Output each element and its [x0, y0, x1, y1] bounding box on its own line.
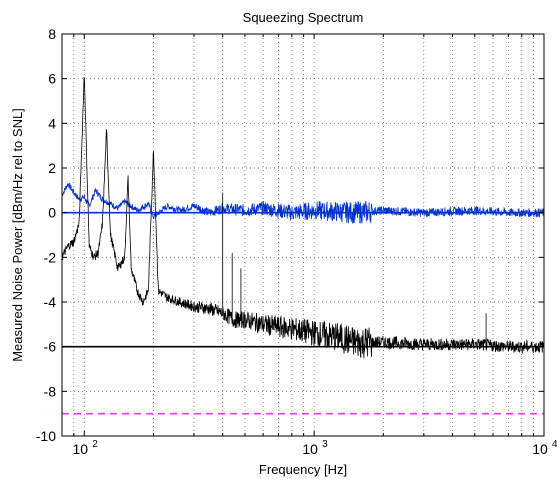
y-tick-label: 4: [48, 115, 56, 131]
x-tick-labels: 10 2 10 3 10 4: [72, 439, 557, 457]
y-tick-label: -4: [44, 294, 57, 310]
y-tick-label: 0: [48, 205, 56, 221]
y-tick-label: 2: [48, 160, 56, 176]
x-tick-exponent: 3: [322, 439, 328, 450]
x-tick-label: 10: [532, 441, 548, 457]
y-tick-label: -6: [44, 339, 57, 355]
x-tick-label: 10: [302, 441, 318, 457]
x-axis-label: Frequency [Hz]: [259, 462, 347, 477]
y-tick-label: -10: [36, 428, 56, 444]
x-tick-exponent: 4: [552, 439, 557, 450]
tick-marks: [61, 33, 545, 437]
y-tick-label: -8: [44, 383, 57, 399]
x-tick-exponent: 2: [92, 439, 98, 450]
plot-frame: [61, 33, 545, 437]
y-tick-label: -2: [44, 249, 57, 265]
x-tick-label: 10: [72, 441, 88, 457]
plot-area: [62, 34, 544, 436]
chart-title: Squeezing Spectrum: [243, 10, 364, 25]
y-axis-label: Measured Noise Power [dBm/Hz rel to SNL]: [10, 108, 25, 362]
series-layer: [61, 76, 545, 415]
series-line-1: [61, 76, 545, 359]
y-tick-label: 6: [48, 71, 56, 87]
y-tick-label: 8: [48, 26, 56, 42]
y-tick-labels: 8 6 4 2 0 -2 -4 -6 -8 -10: [36, 26, 56, 444]
